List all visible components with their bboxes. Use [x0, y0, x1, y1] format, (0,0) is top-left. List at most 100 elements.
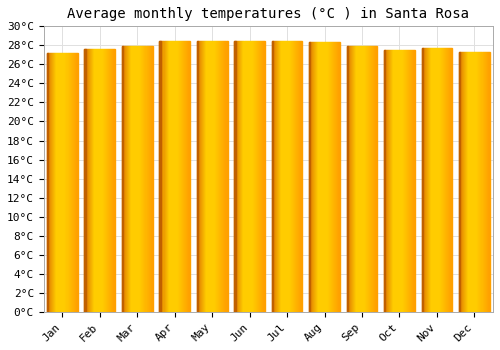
Bar — [463, 52, 464, 312]
Bar — [461, 52, 462, 312]
Bar — [324, 42, 326, 312]
Bar — [50, 53, 51, 312]
Bar — [370, 46, 371, 312]
Bar — [464, 52, 465, 312]
Bar — [462, 52, 463, 312]
Bar — [111, 49, 112, 312]
Bar — [257, 41, 258, 312]
Bar — [422, 48, 424, 312]
Bar — [107, 49, 108, 312]
Bar — [72, 53, 74, 312]
Bar — [234, 41, 236, 312]
Bar — [289, 41, 290, 312]
Bar — [70, 53, 72, 312]
Bar — [197, 41, 198, 312]
Bar — [76, 53, 78, 312]
Bar — [290, 41, 291, 312]
Bar — [264, 41, 265, 312]
Bar — [309, 42, 310, 312]
Bar — [318, 42, 320, 312]
Bar — [240, 41, 242, 312]
Bar — [94, 49, 96, 312]
Bar — [426, 48, 428, 312]
Bar — [422, 48, 423, 312]
Bar — [103, 49, 104, 312]
Bar — [88, 49, 90, 312]
Bar — [316, 42, 318, 312]
Bar — [213, 41, 214, 312]
Bar — [104, 49, 105, 312]
Bar — [180, 41, 181, 312]
Bar — [224, 41, 226, 312]
Bar — [66, 53, 68, 312]
Bar — [451, 48, 452, 312]
Bar — [262, 41, 263, 312]
Bar — [400, 50, 402, 312]
Bar — [348, 46, 350, 312]
Bar — [466, 52, 467, 312]
Bar — [404, 50, 406, 312]
Bar — [371, 46, 372, 312]
Bar — [472, 52, 474, 312]
Bar — [177, 41, 178, 312]
Bar — [122, 46, 123, 312]
Bar — [188, 41, 189, 312]
Bar — [246, 41, 248, 312]
Bar — [110, 49, 111, 312]
Bar — [181, 41, 182, 312]
Bar — [92, 49, 94, 312]
Bar — [369, 46, 370, 312]
Bar — [96, 49, 97, 312]
Bar — [86, 49, 88, 312]
Bar — [459, 52, 460, 312]
Bar — [338, 42, 339, 312]
Bar — [459, 52, 460, 312]
Bar — [278, 41, 279, 312]
Bar — [486, 52, 488, 312]
Bar — [126, 46, 127, 312]
Bar — [272, 41, 273, 312]
Bar — [448, 48, 449, 312]
Bar — [296, 41, 298, 312]
Bar — [362, 46, 363, 312]
Bar — [258, 41, 259, 312]
Bar — [200, 41, 201, 312]
Bar — [234, 41, 236, 312]
Bar — [357, 46, 358, 312]
Bar — [102, 49, 103, 312]
Bar — [476, 52, 478, 312]
Bar — [60, 53, 62, 312]
Bar — [388, 50, 389, 312]
Bar — [285, 41, 286, 312]
Bar — [170, 41, 172, 312]
Bar — [62, 53, 64, 312]
Bar — [460, 52, 461, 312]
Bar — [209, 41, 210, 312]
Bar — [449, 48, 450, 312]
Bar — [276, 41, 277, 312]
Bar — [439, 48, 440, 312]
Bar — [84, 49, 86, 312]
Bar — [432, 48, 433, 312]
Bar — [440, 48, 441, 312]
Bar — [129, 46, 130, 312]
Bar — [53, 53, 54, 312]
Bar — [255, 41, 256, 312]
Bar — [109, 49, 110, 312]
Bar — [368, 46, 369, 312]
Bar — [203, 41, 204, 312]
Bar — [441, 48, 442, 312]
Bar — [238, 41, 240, 312]
Bar — [201, 41, 202, 312]
Bar — [484, 52, 486, 312]
Bar — [435, 48, 436, 312]
Bar — [447, 48, 448, 312]
Bar — [127, 46, 128, 312]
Bar — [287, 41, 288, 312]
Bar — [256, 41, 257, 312]
Bar — [140, 46, 141, 312]
Bar — [446, 48, 447, 312]
Bar — [259, 41, 260, 312]
Bar — [346, 46, 348, 312]
Bar — [396, 50, 398, 312]
